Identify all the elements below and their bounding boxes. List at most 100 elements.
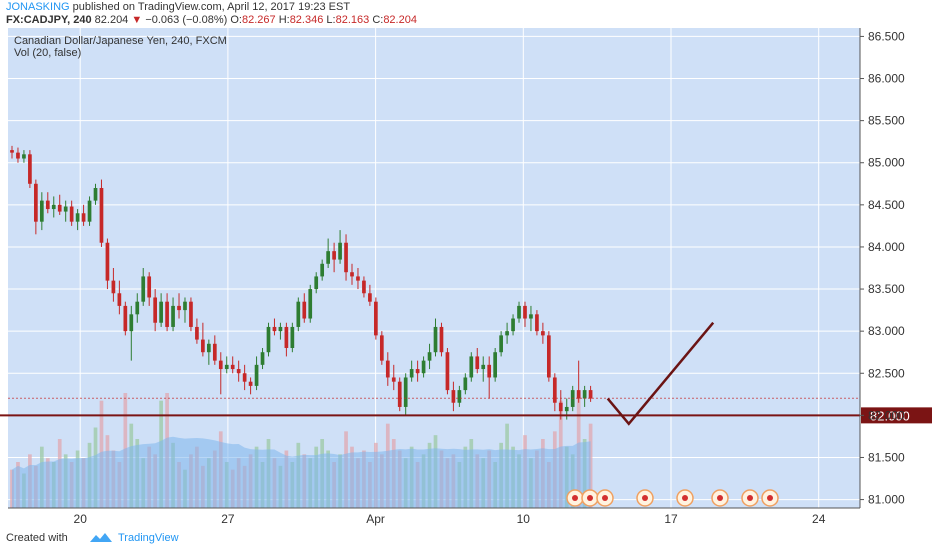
publish-info: JONASKING published on TradingView.com, … xyxy=(6,1,350,13)
candle-body xyxy=(75,213,80,222)
candle-body xyxy=(183,301,187,311)
candle-body xyxy=(278,326,283,332)
candle-body xyxy=(212,343,217,361)
y-tick-label: 83.000 xyxy=(868,324,905,338)
high-value: 82.346 xyxy=(289,14,324,26)
y-tick-label: 86.500 xyxy=(868,29,905,43)
candle-body xyxy=(546,335,551,378)
candle-body xyxy=(415,369,420,374)
support-price-badge xyxy=(861,407,932,424)
candle-body xyxy=(302,301,307,319)
change-down-icon: ▼ xyxy=(131,14,143,26)
candle-body xyxy=(218,360,223,370)
volume-ma-area xyxy=(12,436,591,508)
x-tick-label: 10 xyxy=(517,512,531,526)
candle-body xyxy=(481,364,486,370)
candle-body xyxy=(379,335,384,361)
candle-body xyxy=(433,326,438,353)
open-label: O: xyxy=(230,14,242,26)
support-price-label: 82.000 xyxy=(870,408,910,423)
candle-body xyxy=(469,356,474,378)
candle-body xyxy=(296,301,301,327)
candle-body xyxy=(588,390,593,399)
author-link[interactable]: JONASKING xyxy=(6,1,70,13)
legend-volume: Vol (20, false) xyxy=(14,47,81,59)
event-markers[interactable] xyxy=(566,489,779,507)
candle-body xyxy=(117,293,122,306)
projection-path[interactable] xyxy=(606,321,715,426)
candle-body xyxy=(320,263,325,277)
low-value: 82.163 xyxy=(335,14,370,26)
candle-body xyxy=(34,183,38,222)
plot-area[interactable] xyxy=(8,28,860,508)
candle-body xyxy=(451,390,456,403)
event-marker-dot xyxy=(642,495,648,501)
footer: Created with TradingView xyxy=(0,528,932,550)
candles xyxy=(10,145,593,420)
candle-body xyxy=(81,213,86,222)
y-tick-label: 81.000 xyxy=(868,493,905,507)
candle-body xyxy=(129,314,134,332)
candle-body xyxy=(63,206,68,212)
candle-body xyxy=(10,150,14,153)
candle-body xyxy=(314,276,319,290)
candle-body xyxy=(362,280,366,294)
candle-body xyxy=(189,301,193,327)
axes: 86.500 86.000 85.500 85.000 84.500 84.000 83.5… xyxy=(8,28,905,526)
price-chart[interactable]: 82.000 86.500 86.000 85.500 85.000 84.500 84.… xyxy=(0,28,932,528)
candle-body xyxy=(427,352,432,361)
candle-body xyxy=(397,381,402,407)
price-change: −0.063 (−0.08%) xyxy=(145,14,228,26)
event-marker-dot xyxy=(602,495,608,501)
candle-body xyxy=(242,373,247,382)
candle-body xyxy=(576,390,581,399)
candle-body xyxy=(87,200,92,222)
candle-body xyxy=(248,381,253,386)
candle-body xyxy=(141,276,146,302)
candle-body xyxy=(224,364,229,370)
event-marker-dot xyxy=(682,495,688,501)
low-label: L: xyxy=(326,14,336,26)
close-value: 82.204 xyxy=(383,14,417,26)
candle-body xyxy=(409,369,414,378)
candle-body xyxy=(356,276,360,281)
candle-body xyxy=(272,326,277,332)
candle-body xyxy=(385,360,390,378)
candle-body xyxy=(201,339,205,353)
candle-body xyxy=(517,305,521,319)
symbol-info: FX:CADJPY, 240 82.204 ▼ −0.063 (−0.08%) … xyxy=(6,14,417,26)
candle-body xyxy=(165,301,169,327)
volume-bars xyxy=(10,393,593,508)
y-tick-label: 86.000 xyxy=(868,72,905,86)
price-lines: 82.000 xyxy=(0,321,932,426)
y-tick-label: 84.500 xyxy=(868,198,905,212)
y-tick-label: 81.500 xyxy=(868,450,905,464)
chart-header: JONASKING published on TradingView.com, … xyxy=(0,0,932,28)
candle-body xyxy=(22,154,26,159)
published-text: published on TradingView.com, April 12, … xyxy=(72,1,351,13)
tradingview-link[interactable]: TradingView xyxy=(118,532,179,544)
candle-body xyxy=(374,301,378,336)
candle-body xyxy=(439,326,444,353)
candle-body xyxy=(445,352,450,391)
candle-body xyxy=(254,364,259,386)
x-tick-label: 24 xyxy=(812,512,826,526)
high-label: H: xyxy=(278,14,290,26)
candle-body xyxy=(463,377,468,391)
candle-body xyxy=(135,301,140,315)
x-tick-label: 17 xyxy=(664,512,678,526)
candle-body xyxy=(493,352,498,378)
tradingview-logo-icon[interactable] xyxy=(88,531,114,550)
candle-body xyxy=(326,251,330,264)
symbol-label: FX:CADJPY, 240 xyxy=(6,14,92,26)
candle-body xyxy=(159,301,163,323)
event-marker-dot xyxy=(572,495,578,501)
candle-body xyxy=(523,305,527,319)
candle-body xyxy=(535,314,539,332)
candle-body xyxy=(260,352,265,365)
y-tick-label: 82.500 xyxy=(868,366,905,380)
y-tick-label: 85.000 xyxy=(868,156,905,170)
candle-body xyxy=(284,326,289,348)
candle-body xyxy=(344,242,348,273)
y-tick-label: 83.500 xyxy=(868,282,905,296)
